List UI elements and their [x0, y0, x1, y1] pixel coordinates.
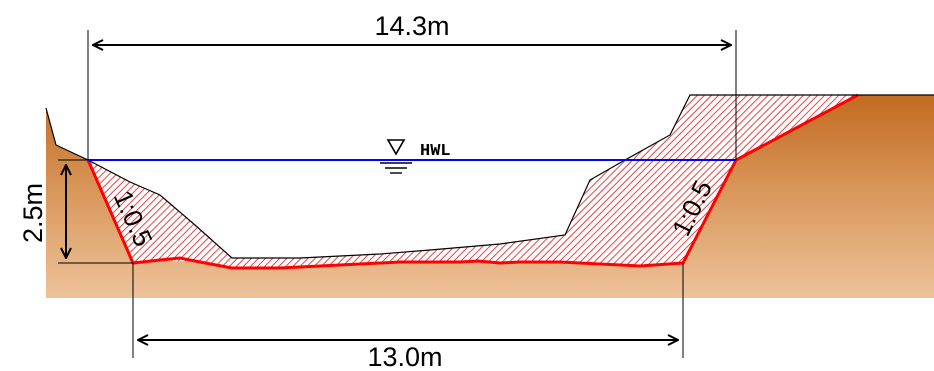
excavation-area-left	[88, 95, 858, 268]
depth-label: 2.5m	[18, 183, 48, 243]
bottom-width-label: 13.0m	[367, 342, 442, 371]
ground-surface-line	[45, 94, 934, 259]
top-width-label: 14.3m	[374, 11, 449, 41]
excavation-line	[86, 93, 859, 270]
hwl-label: HWL	[420, 142, 451, 161]
water-level-symbol-icon	[380, 139, 412, 174]
